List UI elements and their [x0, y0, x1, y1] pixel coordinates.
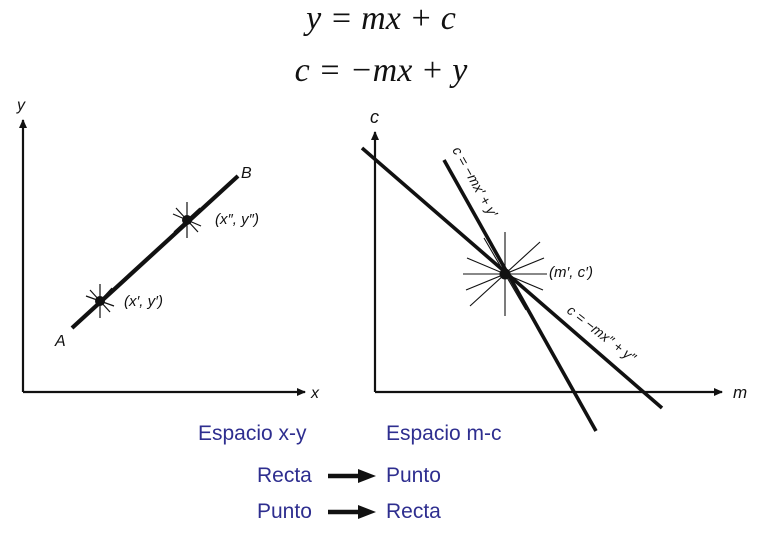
mapping-arrows: [328, 469, 376, 519]
xy-x-axis-label: x: [310, 385, 320, 402]
point-2-marker: [172, 202, 202, 238]
equation-line-form: y = mx + c: [306, 0, 456, 37]
point-1-marker: [85, 284, 115, 318]
equation-parameter-form: c = −mx + y: [294, 52, 468, 89]
mapping-row1-from: Recta: [257, 464, 312, 487]
xy-space-plot: y x A B (x′, y′) (x″, y″): [16, 97, 320, 402]
point-2-label: (x″, y″): [215, 211, 259, 228]
mc-space-plot: c m (m′, c′) c = −mx′ + y′ c = −mx″ + y″: [360, 107, 747, 432]
mapping-row1-to: Punto: [386, 464, 441, 487]
xy-y-axis-label: y: [16, 97, 26, 114]
xy-space-caption: Espacio x-y: [198, 422, 307, 445]
parameter-line-1: [442, 159, 598, 432]
intersection-label: (m′, c′): [549, 264, 593, 281]
intersection-marker: [463, 232, 547, 316]
parameter-line-2: [360, 146, 664, 410]
mc-m-axis-label: m: [733, 383, 747, 402]
arrow-right-icon: [328, 469, 376, 483]
point-1-label: (x′, y′): [124, 293, 163, 310]
arrow-right-icon: [328, 505, 376, 519]
mapping-row2-to: Recta: [386, 500, 441, 523]
point-b-label: B: [241, 165, 252, 182]
mapping-row2-from: Punto: [257, 500, 312, 523]
point-a-label: A: [54, 333, 66, 350]
mc-space-caption: Espacio m-c: [386, 422, 502, 445]
mc-c-axis-label: c: [370, 107, 379, 127]
